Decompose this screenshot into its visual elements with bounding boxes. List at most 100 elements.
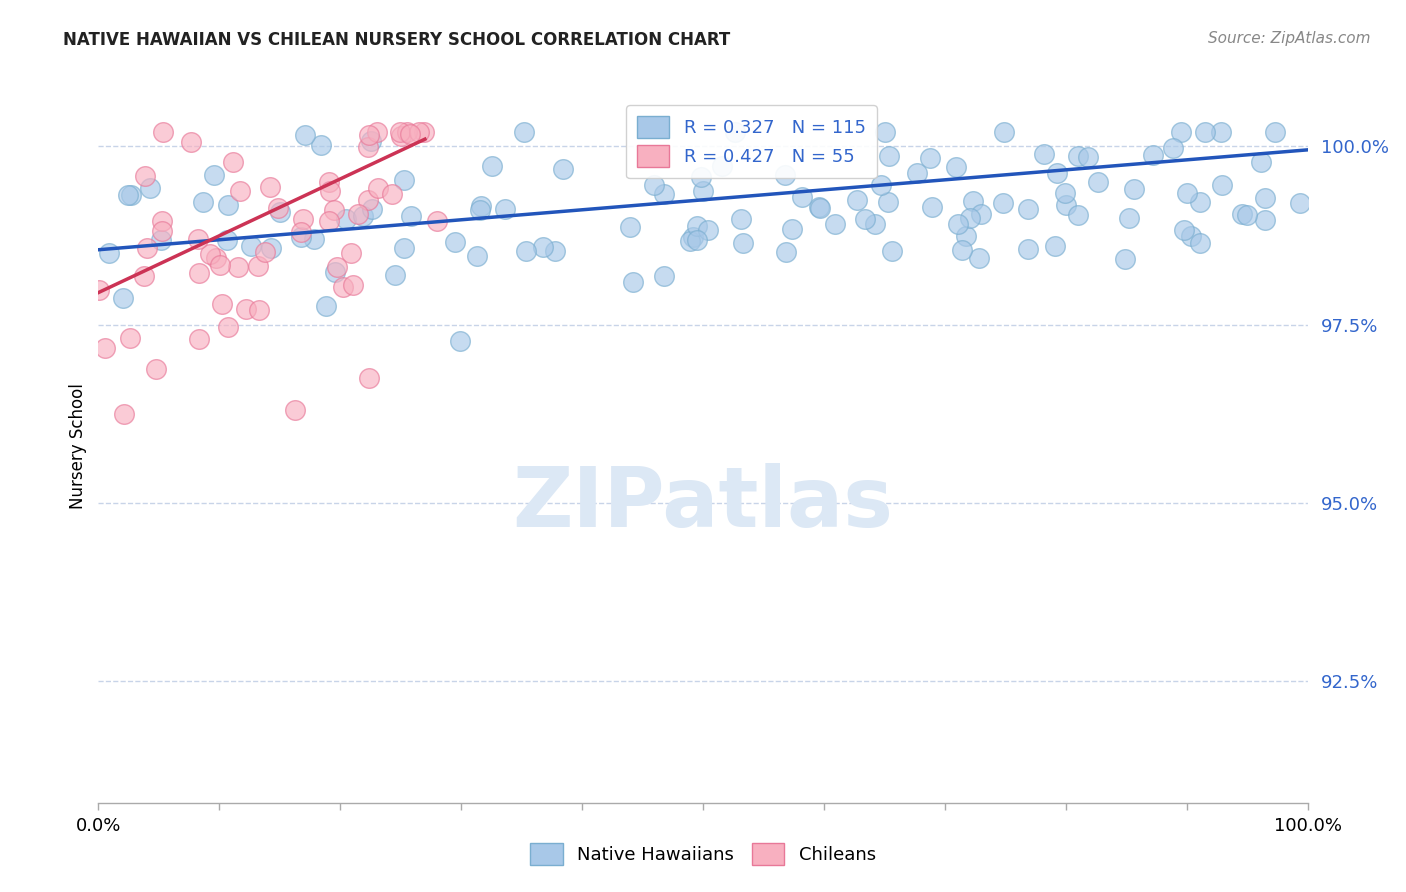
Point [921, 200, 943, 214]
Point [1118, 211, 1140, 226]
Text: NATIVE HAWAIIAN VS CHILEAN NURSERY SCHOOL CORRELATION CHART: NATIVE HAWAIIAN VS CHILEAN NURSERY SCHOO… [63, 31, 731, 49]
Point [882, 244, 904, 259]
Point [1175, 186, 1198, 200]
Point [229, 184, 252, 198]
Point [352, 209, 374, 223]
Point [733, 235, 755, 250]
Point [221, 155, 243, 169]
Point [1264, 125, 1286, 139]
Point [652, 269, 675, 284]
Point [235, 301, 257, 316]
Point [950, 243, 973, 257]
Point [325, 260, 347, 275]
Point [948, 217, 970, 231]
Point [1142, 148, 1164, 162]
Point [679, 234, 702, 248]
Point [730, 212, 752, 227]
Point [465, 249, 488, 263]
Text: ZIPatlas: ZIPatlas [513, 463, 893, 543]
Point [259, 180, 281, 194]
Point [1066, 148, 1088, 162]
Point [468, 203, 491, 218]
Point [180, 135, 202, 149]
Point [145, 362, 167, 376]
Point [408, 125, 430, 139]
Point [619, 219, 641, 234]
Legend: Native Hawaiians, Chileans: Native Hawaiians, Chileans [522, 834, 884, 874]
Point [531, 240, 554, 254]
Point [853, 212, 876, 227]
Point [682, 230, 704, 244]
Point [692, 184, 714, 198]
Point [94, 341, 117, 355]
Point [357, 193, 380, 207]
Point [318, 175, 340, 189]
Point [247, 302, 270, 317]
Point [1123, 182, 1146, 196]
Point [361, 202, 384, 216]
Point [260, 242, 283, 256]
Point [217, 319, 239, 334]
Point [1236, 209, 1258, 223]
Point [426, 214, 449, 228]
Point [120, 187, 142, 202]
Point [226, 260, 249, 274]
Point [384, 268, 406, 282]
Point [686, 219, 709, 234]
Point [724, 125, 747, 139]
Point [302, 232, 325, 246]
Point [1067, 208, 1090, 222]
Point [696, 223, 718, 237]
Point [621, 275, 644, 289]
Point [1043, 238, 1066, 252]
Point [643, 178, 665, 192]
Point [773, 168, 796, 182]
Point [112, 291, 135, 305]
Point [515, 244, 537, 258]
Point [198, 247, 221, 261]
Point [87, 284, 110, 298]
Point [399, 128, 422, 142]
Point [211, 297, 233, 311]
Point [711, 160, 734, 174]
Point [1180, 228, 1202, 243]
Point [970, 207, 993, 221]
Text: Source: ZipAtlas.com: Source: ZipAtlas.com [1208, 31, 1371, 46]
Point [1253, 212, 1275, 227]
Y-axis label: Nursery School: Nursery School [69, 383, 87, 509]
Point [132, 269, 155, 284]
Point [335, 211, 357, 226]
Point [247, 260, 270, 274]
Point [204, 168, 226, 182]
Point [512, 125, 534, 139]
Point [1189, 194, 1212, 209]
Point [294, 128, 316, 143]
Point [366, 125, 388, 139]
Point [187, 232, 209, 246]
Point [551, 162, 574, 177]
Point [959, 211, 981, 226]
Point [1250, 155, 1272, 169]
Point [1077, 150, 1099, 164]
Point [150, 233, 173, 247]
Point [217, 233, 239, 247]
Point [290, 225, 312, 239]
Point [1173, 223, 1195, 237]
Point [357, 370, 380, 384]
Point [269, 205, 291, 219]
Point [865, 217, 887, 231]
Point [367, 181, 389, 195]
Point [134, 169, 156, 183]
Point [309, 137, 332, 152]
Legend: R = 0.327   N = 115, R = 0.427   N = 55: R = 0.327 N = 115, R = 0.427 N = 55 [626, 105, 877, 178]
Point [654, 186, 676, 201]
Point [1114, 252, 1136, 267]
Point [1188, 236, 1211, 251]
Point [217, 198, 239, 212]
Point [239, 238, 262, 252]
Point [347, 207, 370, 221]
Point [807, 200, 830, 214]
Point [381, 186, 404, 201]
Point [136, 242, 159, 256]
Point [775, 244, 797, 259]
